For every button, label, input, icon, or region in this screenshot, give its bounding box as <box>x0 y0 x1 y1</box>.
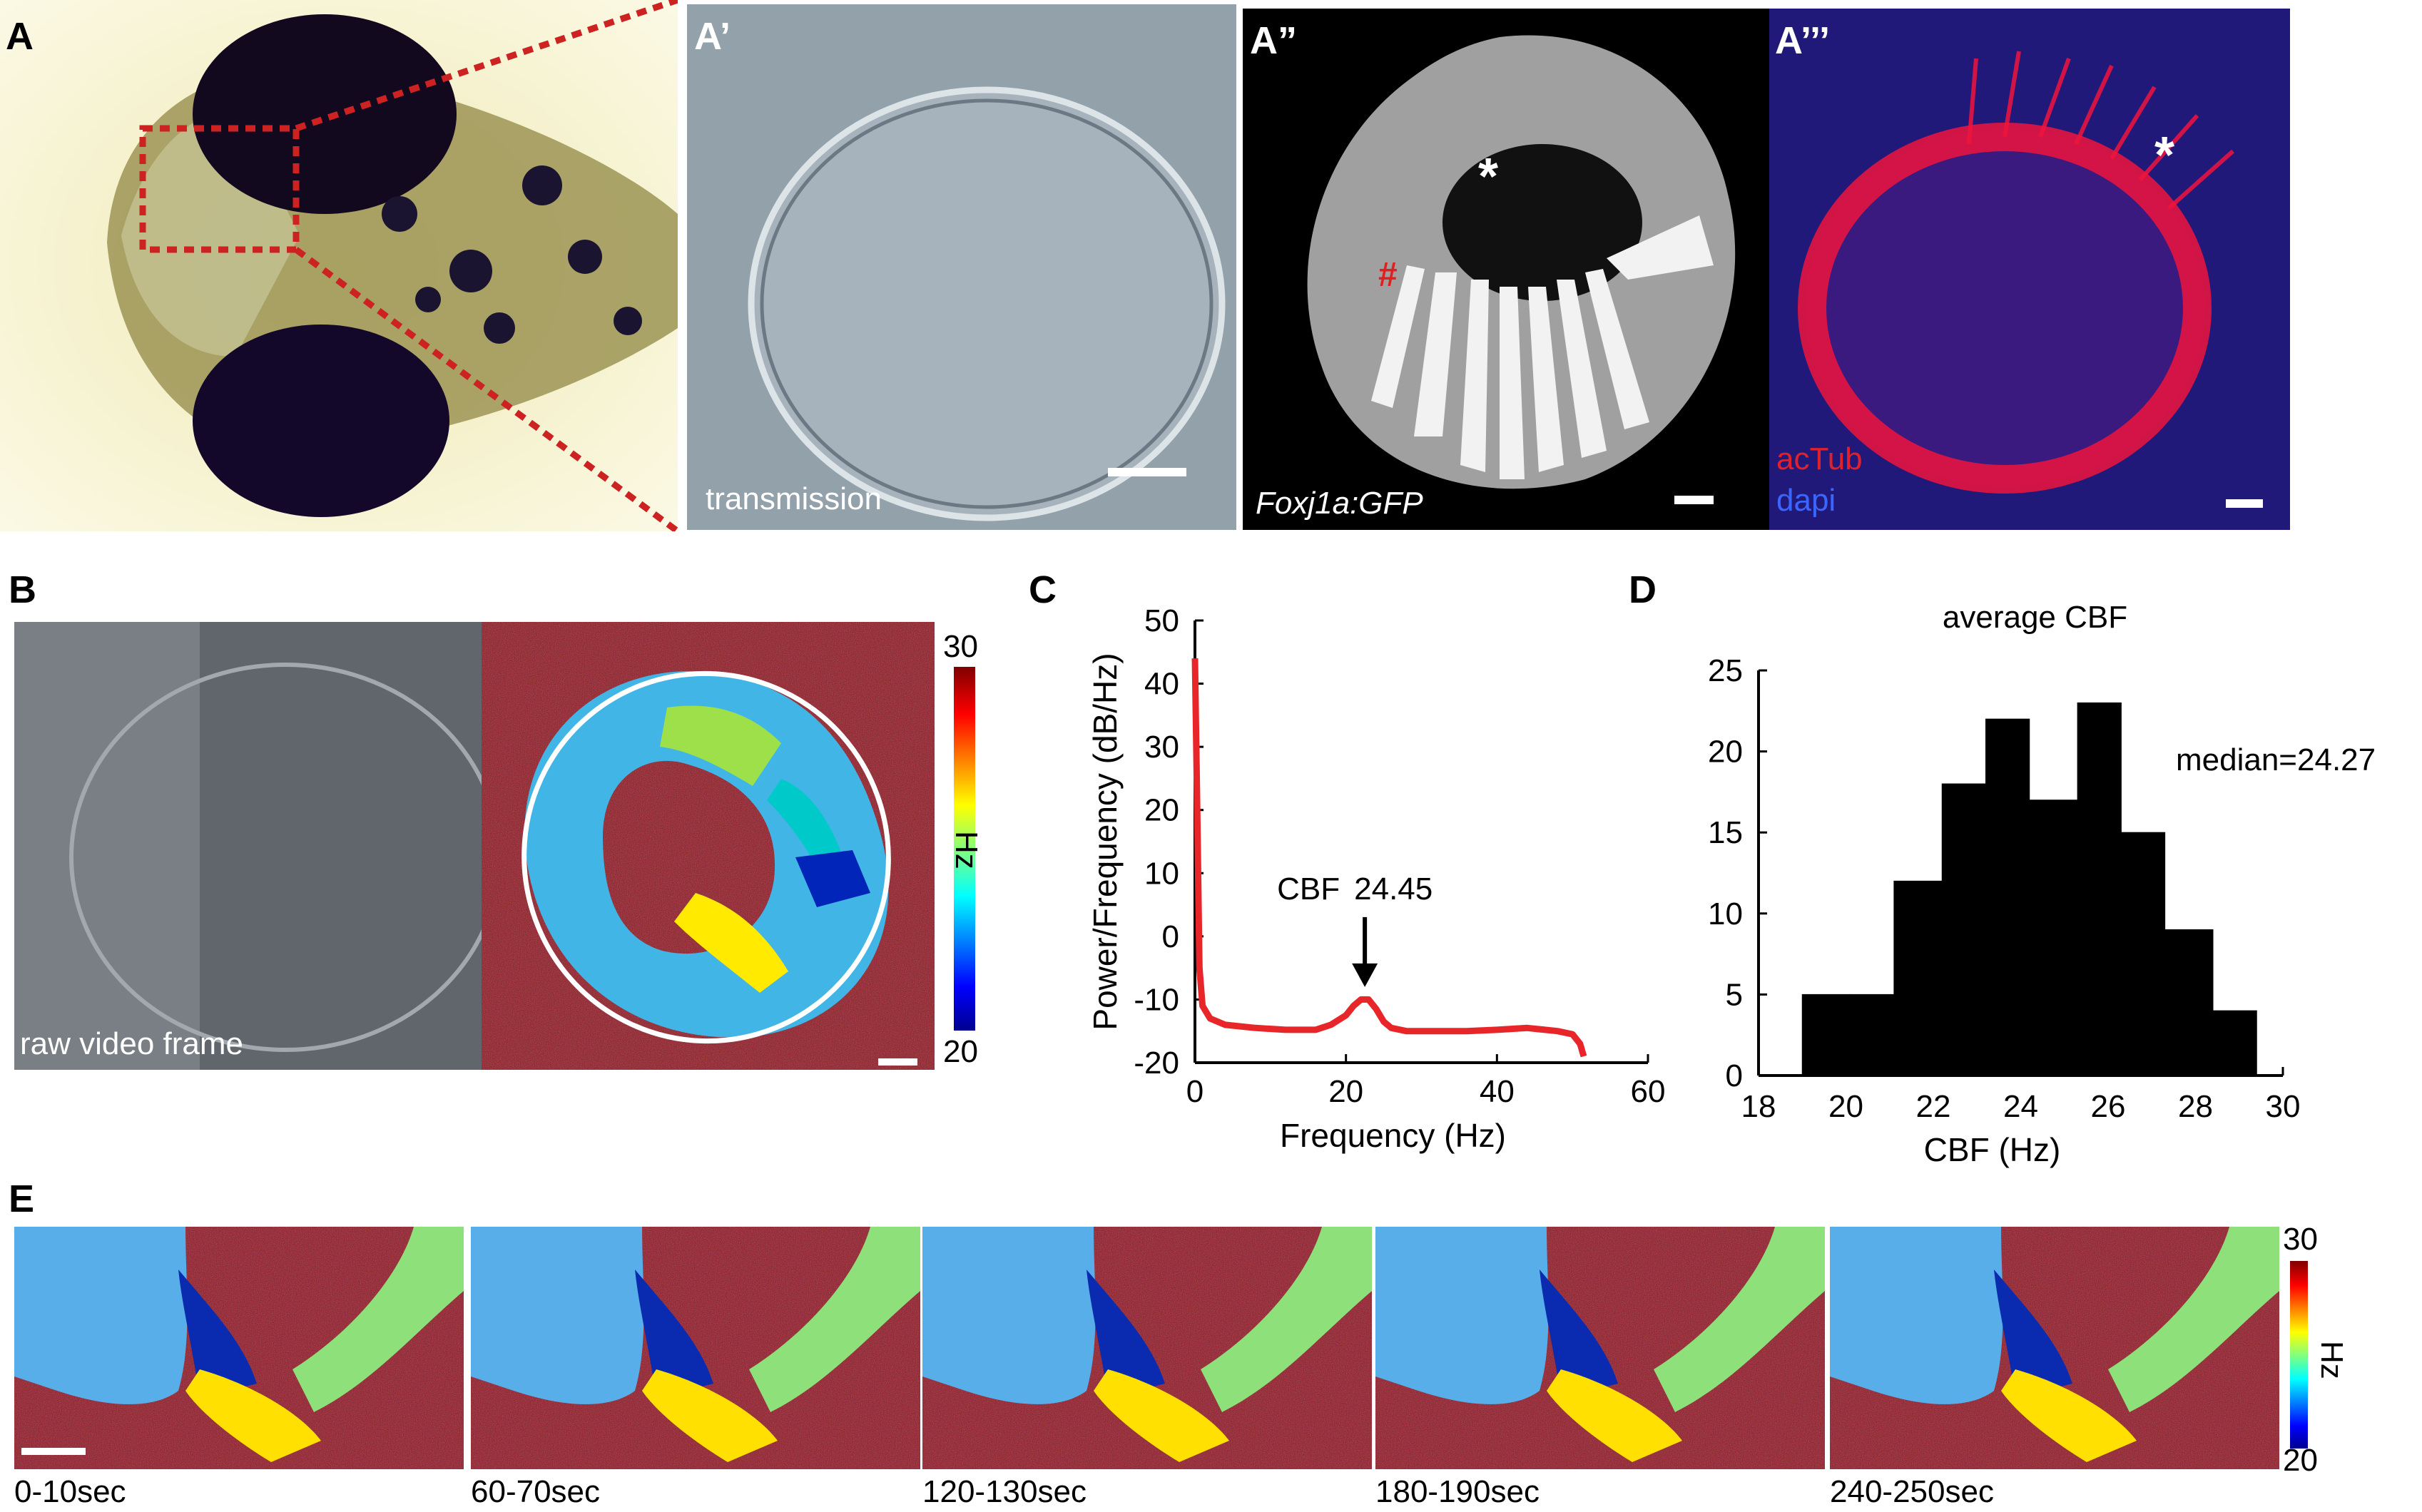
caption-transmission: transmission <box>706 481 882 516</box>
x-tick-label: 28 <box>2178 1089 2213 1124</box>
histogram-bar <box>1801 993 1851 1076</box>
timelapse-frame <box>922 1227 1372 1469</box>
panel-b-raw-frame: raw video frame <box>14 622 482 1070</box>
annotation-value: 24.45 <box>1354 872 1433 906</box>
hash-marker: # <box>1378 256 1398 294</box>
median-annotation: median=24.27 <box>2176 742 2376 777</box>
y-tick-label: 25 <box>1708 653 1743 688</box>
colorbar-b <box>954 667 975 1031</box>
x-tick-label: 40 <box>1480 1074 1515 1109</box>
y-tick-label: 10 <box>1144 856 1179 891</box>
y-tick-label: 30 <box>1144 730 1179 765</box>
colorbar-e <box>2290 1261 2308 1449</box>
panel-a3-actub: acTub dapi * <box>1769 9 2290 530</box>
star-marker: * <box>1478 148 1499 205</box>
x-tick-label: 20 <box>1828 1089 1863 1124</box>
cilia-bundle <box>1967 51 2234 210</box>
label-actub: acTub <box>1776 441 1863 476</box>
timelapse-frame <box>471 1227 920 1469</box>
histogram-bar <box>2077 702 2122 1076</box>
series-line-0 <box>1191 658 1587 1058</box>
panel-a1-transmission: transmission <box>687 4 1236 530</box>
x-axis-label: Frequency (Hz) <box>1280 1117 1506 1154</box>
zoom-box <box>139 125 300 253</box>
larva-illustration <box>0 0 678 531</box>
timepoint-label: 60-70sec <box>471 1474 601 1509</box>
chart-title: average CBF <box>1943 600 2127 635</box>
histogram-bar <box>1985 718 2030 1076</box>
panel-label-b: B <box>9 568 36 611</box>
annotation-arrowhead <box>1352 963 1378 987</box>
y-tick-label: -10 <box>1134 982 1179 1017</box>
y-tick-label: 10 <box>1708 897 1743 931</box>
colorbar-b-max: 30 <box>943 629 978 664</box>
colorbar-e-min: 20 <box>2283 1443 2318 1478</box>
timepoint-label: 180-190sec <box>1375 1474 1540 1509</box>
x-tick-label: 18 <box>1741 1089 1776 1124</box>
y-tick-label: 0 <box>1726 1058 1743 1093</box>
label-dapi: dapi <box>1776 483 1836 518</box>
x-tick-label: 20 <box>1328 1074 1363 1109</box>
y-tick-label: 20 <box>1144 793 1179 828</box>
timepoint-label: 240-250sec <box>1830 1474 1994 1509</box>
colorbar-e-unit: Hz <box>2314 1341 2349 1379</box>
timepoint-label: 0-10sec <box>14 1474 126 1509</box>
x-tick-label: 0 <box>1186 1074 1204 1109</box>
caption-raw-video-frame: raw video frame <box>20 1026 244 1061</box>
panel-label-a2: A” <box>1250 19 1297 62</box>
x-tick-label: 26 <box>2091 1089 2126 1124</box>
chart-d: average CBF 0 5 10 15 20 25 18 20 22 24 26 28 30 CBF (… <box>1708 600 2376 1168</box>
ciliated-cells <box>1371 215 1714 479</box>
colorbar-b-unit: Hz <box>949 831 984 869</box>
panel-a2-foxj1a: Foxj1a:GFP * # <box>1243 9 1774 530</box>
panel-label-d: D <box>1629 568 1657 611</box>
y-tick-label: 5 <box>1726 977 1743 1012</box>
colorbar-e-max: 30 <box>2283 1222 2318 1257</box>
scale-bar <box>21 1448 86 1455</box>
colorbar-b-min: 20 <box>943 1034 978 1069</box>
histogram-bar <box>2120 832 2166 1076</box>
y-tick-label: -20 <box>1134 1046 1179 1081</box>
roi-ellipse <box>521 670 891 1044</box>
panel-label-a1: A’ <box>694 15 731 58</box>
x-tick-label: 24 <box>2003 1089 2038 1124</box>
timepoint-label: 120-130sec <box>922 1474 1087 1509</box>
histogram-bar <box>1850 993 1895 1076</box>
y-tick-label: 40 <box>1144 667 1179 702</box>
x-tick-label: 22 <box>1916 1089 1951 1124</box>
panel-label-e: E <box>9 1178 35 1220</box>
timelapse-frame <box>14 1227 464 1469</box>
x-tick-label: 30 <box>2266 1089 2301 1124</box>
y-tick-label: 50 <box>1144 603 1179 638</box>
timelapse-frame <box>1830 1227 2279 1469</box>
x-axis-label: CBF (Hz) <box>1924 1131 2061 1168</box>
histogram-bar <box>2164 929 2214 1076</box>
histogram-bar <box>2029 800 2078 1076</box>
panel-a-image <box>0 0 678 531</box>
panel-b-cbf-map <box>482 622 935 1070</box>
y-tick-label: 15 <box>1708 815 1743 850</box>
caption-foxj1a: Foxj1a:GFP <box>1256 486 1423 521</box>
panel-label-a3: A’’’ <box>1775 19 1831 62</box>
panel-label-c: C <box>1029 568 1057 611</box>
y-axis-label: Power/Frequency (dB/Hz) <box>1087 653 1124 1030</box>
y-tick-label: 20 <box>1708 735 1743 770</box>
x-tick-label: 60 <box>1631 1074 1666 1109</box>
star-marker-a3: * <box>2154 127 2175 184</box>
histogram-bar <box>1893 880 1943 1076</box>
annotation-label: CBF <box>1277 872 1340 906</box>
y-tick-label: 0 <box>1162 919 1179 954</box>
histogram-bar <box>1941 783 1986 1076</box>
histogram-bar <box>2212 1010 2257 1076</box>
timelapse-frame <box>1375 1227 1825 1469</box>
panel-label-a: A <box>6 15 34 58</box>
